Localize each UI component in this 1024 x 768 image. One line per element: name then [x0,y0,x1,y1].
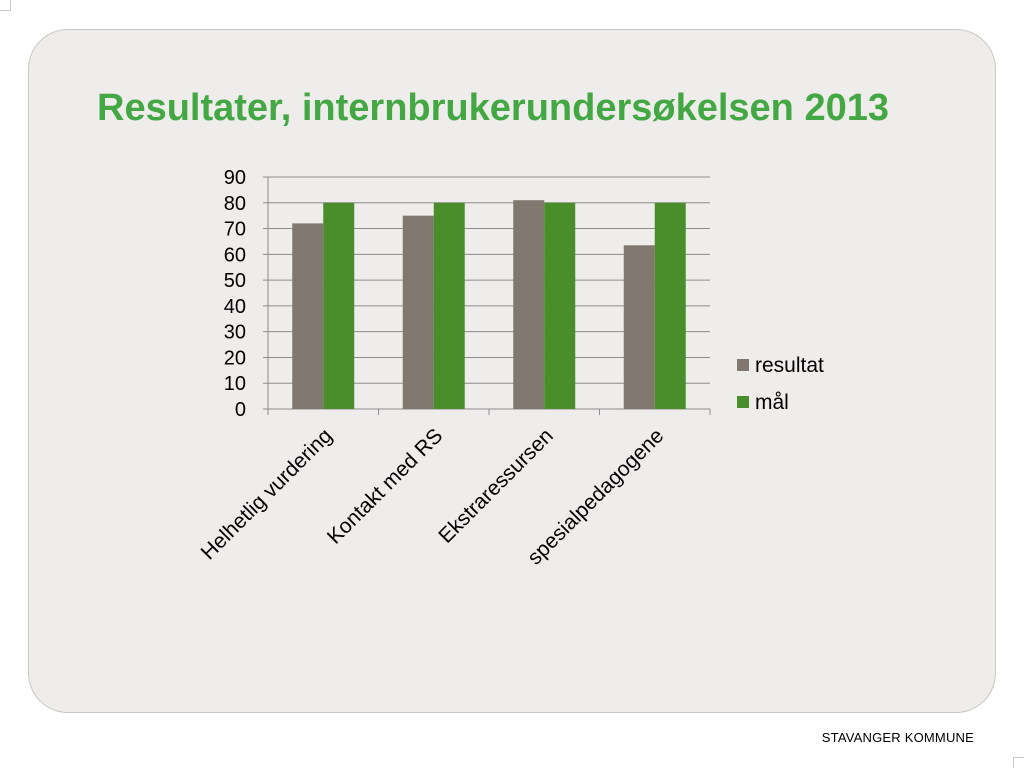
y-tick-label: 30 [224,322,246,344]
legend-label: resultat [755,354,824,377]
y-tick-label: 90 [224,167,246,189]
bars [292,200,686,409]
x-category-label: Ekstraressursen [434,424,558,548]
bar-resultat-3 [623,245,655,409]
legend-swatch-resultat [737,359,749,371]
bar-mål-2 [544,202,576,409]
y-tick-label: 80 [224,193,246,215]
bar-mål-0 [323,202,355,409]
y-tick-label: 60 [224,244,246,266]
footer-organization: STAVANGER KOMMUNE [821,730,974,745]
legend-label: mål [755,391,789,414]
corner-mark-top-left [0,0,11,11]
bar-mål-3 [654,202,686,409]
x-category-label: Kontakt med RS [323,424,447,548]
y-tick-label: 50 [224,270,246,292]
bar-resultat-2 [513,200,545,409]
slide-panel [28,29,996,713]
y-tick-label: 0 [235,399,246,421]
slide-title: Resultater, internbrukerundersøkelsen 20… [97,87,889,129]
bar-mål-1 [433,202,465,409]
legend: resultat mål [737,354,824,414]
y-tick-label: 10 [224,373,246,395]
legend-swatch-mål [737,396,749,408]
bar-resultat-0 [292,223,324,409]
y-tick-label: 70 [224,219,246,241]
y-tick-label: 20 [224,347,246,369]
bar-resultat-1 [402,215,434,409]
corner-mark-bottom-right [1013,757,1024,768]
y-tick-label: 40 [224,296,246,318]
x-category-label: Helhetlig vurdering [197,424,337,564]
